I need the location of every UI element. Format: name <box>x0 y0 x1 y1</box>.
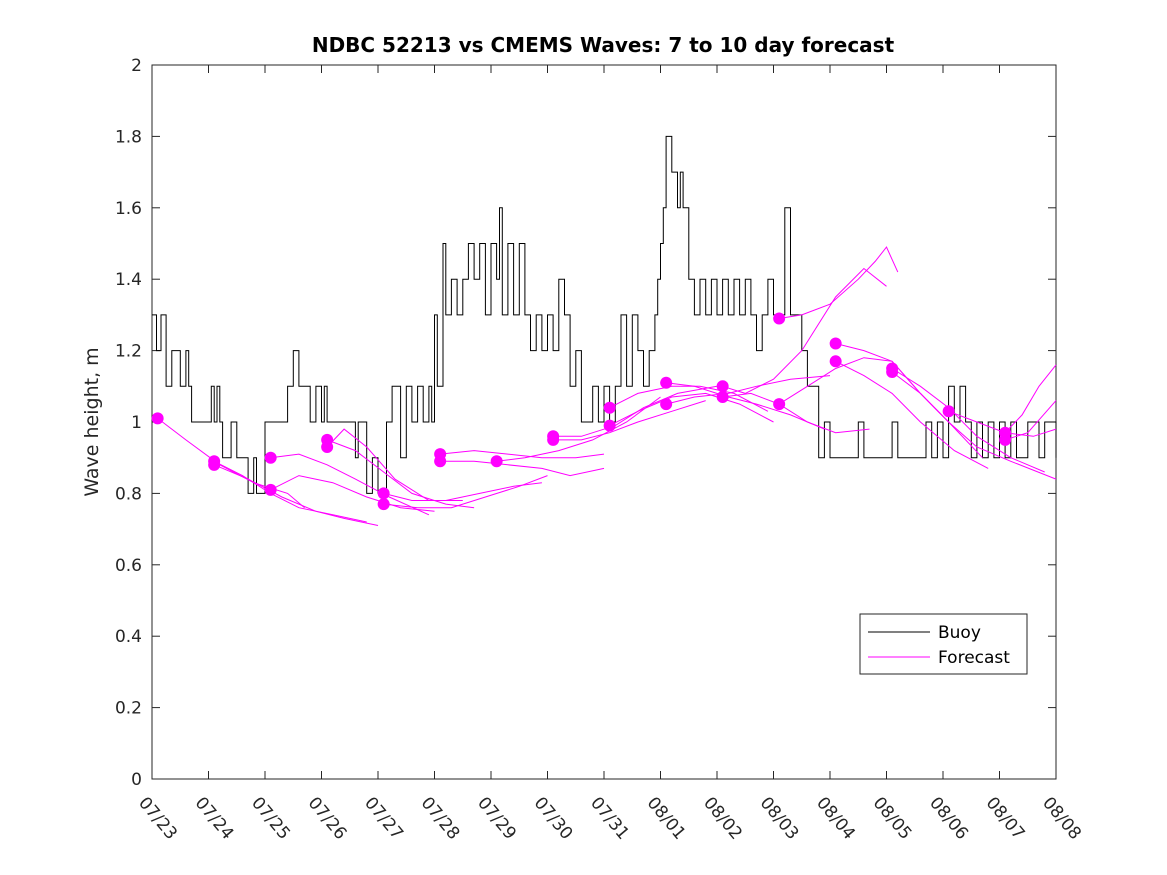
forecast-start-marker <box>208 458 221 471</box>
legend-forecast-label: Forecast <box>938 648 1010 668</box>
forecast-start-marker <box>773 312 786 325</box>
forecast-start-marker <box>151 412 164 425</box>
forecast-start-marker <box>264 451 277 464</box>
x-tick-label: 07/23 <box>134 793 181 843</box>
forecast-start-marker <box>773 398 786 411</box>
x-tick-label: 07/24 <box>191 793 238 843</box>
forecast-run-line <box>1004 400 1057 441</box>
forecast-start-marker <box>377 498 390 511</box>
series-layer <box>152 135 1057 526</box>
x-tick-label: 08/01 <box>643 793 690 843</box>
forecast-start-marker <box>434 455 447 468</box>
x-tick-label: 08/04 <box>812 793 859 843</box>
forecast-run-line <box>779 246 899 319</box>
forecast-start-marker <box>942 405 955 418</box>
x-tick-label: 07/28 <box>417 793 464 843</box>
forecast-start-marker <box>886 366 899 379</box>
forecast-run-line <box>270 475 435 512</box>
forecast-run-line <box>440 450 605 459</box>
forecast-run-line <box>157 418 305 509</box>
forecast-start-marker <box>999 433 1012 446</box>
y-tick-label: 0.2 <box>115 699 142 719</box>
x-tick-label: 08/03 <box>756 793 803 843</box>
forecast-run-line <box>891 368 1045 473</box>
forecast-start-marker <box>603 419 616 432</box>
buoy-series-line <box>152 135 1057 494</box>
x-tick-label: 07/26 <box>304 793 351 843</box>
y-tick-label: 0 <box>131 770 142 790</box>
x-tick-label: 08/02 <box>699 793 746 843</box>
forecast-run-line <box>553 400 706 441</box>
y-axis-label: Wave height, m <box>81 347 103 496</box>
x-tick-label: 08/07 <box>982 793 1029 843</box>
x-tick-label: 07/27 <box>360 793 407 843</box>
forecast-start-marker <box>716 391 729 404</box>
forecast-run-line <box>891 371 1057 480</box>
forecast-run-line <box>609 392 774 427</box>
y-tick-label: 0.8 <box>115 484 142 504</box>
x-tick-label: 07/29 <box>473 793 520 843</box>
forecast-run-line <box>383 475 548 509</box>
chart-title: NDBC 52213 vs CMEMS Waves: 7 to 10 day f… <box>312 33 895 57</box>
y-tick-label: 1.6 <box>115 199 142 219</box>
forecast-run-line <box>213 460 367 523</box>
y-tick-label: 1 <box>131 413 142 433</box>
y-tick-label: 2 <box>131 56 142 76</box>
x-tick-label: 07/31 <box>586 793 633 843</box>
forecast-start-marker <box>829 355 842 368</box>
y-tick-label: 0.6 <box>115 556 142 576</box>
forecast-start-marker <box>547 433 560 446</box>
forecast-run-line <box>722 267 887 394</box>
x-tick-label: 08/08 <box>1038 793 1085 843</box>
forecast-start-marker <box>660 398 673 411</box>
x-tick-label: 08/06 <box>925 793 972 843</box>
x-tick-label: 07/30 <box>530 793 577 843</box>
forecast-run-line <box>609 385 769 412</box>
legend: Buoy Forecast <box>859 613 1028 675</box>
y-tick-label: 1.4 <box>115 270 142 290</box>
forecast-run-line <box>440 460 605 477</box>
legend-box <box>859 613 1028 675</box>
forecast-run-line <box>666 382 825 430</box>
forecast-run-line <box>326 439 475 509</box>
forecast-start-markers <box>151 312 1012 511</box>
forecast-run-line <box>835 360 989 469</box>
forecast-start-marker <box>321 440 334 453</box>
forecast-run-line <box>496 396 661 462</box>
forecast-run-line <box>270 453 430 516</box>
y-tick-label: 1.8 <box>115 127 142 147</box>
forecast-start-marker <box>264 483 277 496</box>
forecast-run-line <box>665 375 831 405</box>
forecast-run-line <box>722 392 870 434</box>
y-tick-label: 0.4 <box>115 627 142 647</box>
forecast-start-marker <box>377 487 390 500</box>
forecast-start-marker <box>829 337 842 350</box>
forecast-run-line <box>553 385 718 437</box>
x-tick-label: 07/25 <box>247 793 294 843</box>
forecast-start-marker <box>603 401 616 414</box>
forecast-start-marker <box>660 376 673 389</box>
forecast-run-line <box>383 482 542 501</box>
legend-buoy-label: Buoy <box>938 623 981 643</box>
forecast-run-line <box>214 464 379 526</box>
x-tick-label: 08/05 <box>869 793 916 843</box>
forecast-start-marker <box>490 455 503 468</box>
forecast-start-marker <box>716 380 729 393</box>
y-tick-label: 1.2 <box>115 342 142 362</box>
forecast-run-line <box>1004 364 1057 434</box>
